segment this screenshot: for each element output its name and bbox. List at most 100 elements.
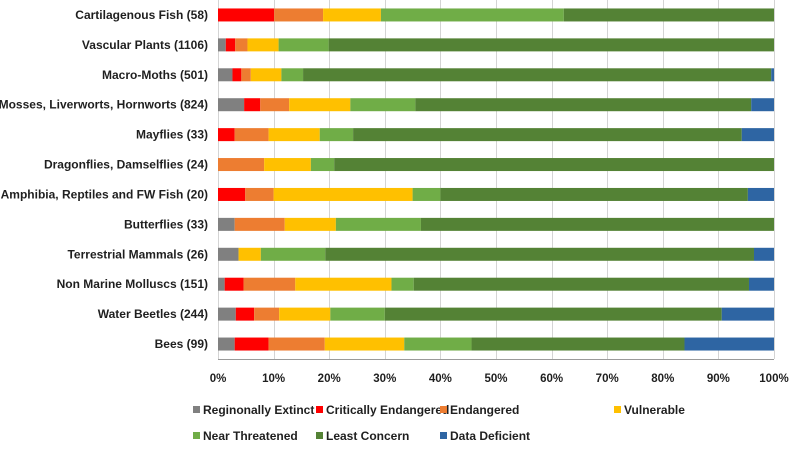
x-tick-label: 10% bbox=[262, 373, 285, 385]
bar-segment-near-threatened bbox=[310, 158, 335, 172]
bar-segment-reginonally-extinct bbox=[218, 217, 235, 231]
bar-segment-data-deficient bbox=[771, 68, 774, 82]
bar-segment-least-concern bbox=[415, 98, 752, 112]
bar-segment-endangered bbox=[245, 187, 274, 201]
bar-row bbox=[218, 277, 774, 291]
bar-segment-reginonally-extinct bbox=[218, 247, 239, 261]
legend-label: Vulnerable bbox=[624, 403, 685, 417]
legend-swatch bbox=[316, 406, 323, 413]
bar-segment-vulnerable bbox=[324, 337, 405, 351]
category-label: Water Beetles (244) bbox=[98, 307, 208, 321]
legend-swatch bbox=[193, 432, 200, 439]
x-axis-tick-labels: 0% 10% 20% 30% 40% 50% 60% 70% 80% 90% 100% bbox=[210, 373, 789, 385]
x-tick-label: 100% bbox=[759, 373, 788, 385]
bar-segment-least-concern bbox=[303, 68, 772, 82]
bar-segment-data-deficient bbox=[747, 187, 774, 201]
category-label: Non Marine Molluscs (151) bbox=[57, 277, 208, 291]
bar-segment-reginonally-extinct bbox=[218, 98, 245, 112]
bar-segment-least-concern bbox=[384, 307, 722, 321]
bar-segment-critically-endangered bbox=[225, 38, 236, 52]
category-label: Mosses, Liverworts, Hornworts (824) bbox=[0, 98, 208, 112]
x-tick-label: 50% bbox=[484, 373, 507, 385]
legend-item: Endangered bbox=[440, 403, 519, 417]
bar-segment-least-concern bbox=[353, 128, 742, 142]
bar-segment-endangered bbox=[234, 128, 269, 142]
bar-segment-near-threatened bbox=[404, 337, 472, 351]
category-label: Vascular Plants (1106) bbox=[82, 38, 208, 52]
x-tick-label: 30% bbox=[373, 373, 396, 385]
bar-segment-vulnerable bbox=[264, 158, 311, 172]
legend-swatch bbox=[440, 432, 447, 439]
bar-segment-least-concern bbox=[563, 8, 774, 22]
bar-segment-near-threatened bbox=[380, 8, 564, 22]
bar-segment-reginonally-extinct bbox=[218, 307, 236, 321]
bar-segment-vulnerable bbox=[279, 307, 331, 321]
bar-row bbox=[218, 307, 774, 321]
bar-row bbox=[218, 38, 774, 52]
bar-segment-endangered bbox=[235, 38, 248, 52]
legend-item: Reginonally Extinct bbox=[193, 403, 314, 417]
bar-segment-data-deficient bbox=[751, 98, 774, 112]
bar-segment-near-threatened bbox=[391, 277, 414, 291]
legend-label: Endangered bbox=[450, 403, 519, 417]
category-label: Bees (99) bbox=[155, 337, 208, 351]
bar-segment-endangered bbox=[274, 8, 324, 22]
x-tick-label: 90% bbox=[707, 373, 730, 385]
bar-segment-least-concern bbox=[440, 187, 748, 201]
bar-segment-critically-endangered bbox=[235, 307, 255, 321]
bar-segment-near-threatened bbox=[350, 98, 416, 112]
bar-row bbox=[218, 247, 774, 261]
bar-segment-near-threatened bbox=[281, 68, 304, 82]
x-tick-label: 0% bbox=[210, 373, 227, 385]
bar-row bbox=[218, 187, 774, 201]
bar-segment-endangered bbox=[254, 307, 280, 321]
bar-segment-vulnerable bbox=[289, 98, 351, 112]
bar-segment-vulnerable bbox=[247, 38, 279, 52]
category-label: Amphibia, Reptiles and FW Fish (20) bbox=[1, 187, 208, 201]
bar-segment-near-threatened bbox=[412, 187, 441, 201]
category-label: Dragonflies, Damselflies (24) bbox=[44, 158, 208, 172]
bar-segment-endangered bbox=[268, 337, 325, 351]
bar-segment-near-threatened bbox=[260, 247, 326, 261]
category-label: Macro-Moths (501) bbox=[102, 68, 208, 82]
bar-segment-least-concern bbox=[471, 337, 685, 351]
category-label: Butterflies (33) bbox=[124, 217, 208, 231]
bar-segment-reginonally-extinct bbox=[218, 38, 226, 52]
bar-segment-vulnerable bbox=[273, 187, 413, 201]
bar-segment-endangered bbox=[243, 277, 296, 291]
gridlines bbox=[218, 0, 775, 359]
bar-segment-critically-endangered bbox=[232, 68, 242, 82]
bar-segment-vulnerable bbox=[323, 8, 381, 22]
legend-swatch bbox=[316, 432, 323, 439]
legend-label: Reginonally Extinct bbox=[203, 403, 314, 417]
bar-segment-vulnerable bbox=[284, 217, 336, 231]
bar-segment-near-threatened bbox=[335, 217, 421, 231]
bar-segment-vulnerable bbox=[268, 128, 320, 142]
bar-row bbox=[218, 217, 774, 231]
legend-item: Near Threatened bbox=[193, 429, 298, 443]
bar-row bbox=[218, 337, 774, 351]
category-labels: Cartilagenous Fish (58) Vascular Plants (… bbox=[0, 8, 208, 351]
bar-segment-near-threatened bbox=[278, 38, 329, 52]
bar-row bbox=[218, 68, 774, 82]
bar-segment-critically-endangered bbox=[224, 277, 244, 291]
bar-segment-least-concern bbox=[325, 247, 754, 261]
bar-segment-vulnerable bbox=[295, 277, 392, 291]
bar-segment-endangered bbox=[234, 217, 285, 231]
legend-swatch bbox=[440, 406, 447, 413]
legend: Reginonally Extinct Critically Endangered… bbox=[193, 403, 685, 443]
bar-segment-vulnerable bbox=[238, 247, 261, 261]
bar-segment-reginonally-extinct bbox=[218, 68, 233, 82]
bar-segment-reginonally-extinct bbox=[218, 277, 225, 291]
legend-swatch bbox=[614, 406, 621, 413]
category-label: Terrestrial Mammals (26) bbox=[67, 247, 208, 261]
legend-label: Data Deficient bbox=[450, 429, 530, 443]
x-tick-label: 60% bbox=[540, 373, 563, 385]
x-tick-label: 20% bbox=[318, 373, 341, 385]
bar-segment-endangered bbox=[218, 158, 265, 172]
legend-item: Vulnerable bbox=[614, 403, 685, 417]
bar-segment-critically-endangered bbox=[218, 8, 275, 22]
bar-segment-data-deficient bbox=[684, 337, 774, 351]
bar-segment-near-threatened bbox=[330, 307, 385, 321]
bar-segment-critically-endangered bbox=[244, 98, 261, 112]
